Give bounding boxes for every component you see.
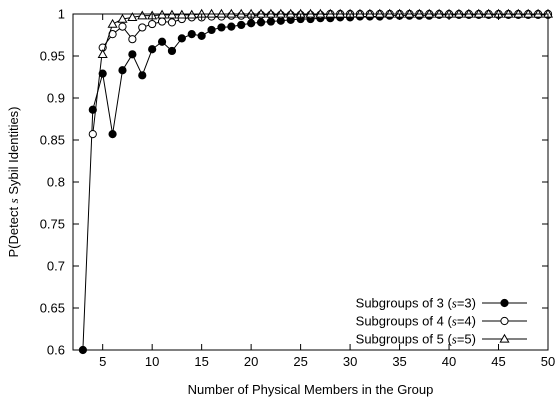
data-point [98, 69, 107, 78]
data-point [227, 22, 236, 31]
data-point [118, 66, 127, 75]
y-axis-title: P(Detect s Sybil Identities) [6, 106, 21, 257]
y-tick-label: 0.7 [47, 259, 65, 274]
data-point [256, 18, 266, 27]
data-point [473, 8, 484, 18]
data-point [137, 10, 148, 20]
data-point [148, 19, 157, 29]
x-tick-label: 15 [194, 354, 208, 369]
x-tick-label: 40 [442, 354, 456, 369]
data-point [315, 8, 326, 18]
series-2 [88, 9, 553, 139]
data-point [247, 19, 256, 28]
data-point [206, 8, 217, 18]
data-point [207, 25, 216, 35]
y-tick-label: 0.65 [40, 301, 65, 316]
legend-marker [500, 316, 509, 326]
legend-label: Subgroups of 3 (s=3) [356, 296, 476, 311]
data-point [177, 34, 186, 43]
data-point [374, 8, 385, 18]
data-point [503, 8, 514, 18]
data-point [236, 8, 247, 18]
data-point [88, 105, 97, 114]
data-point [384, 8, 395, 18]
data-point [453, 8, 464, 18]
data-point [513, 8, 524, 18]
data-point [167, 18, 177, 27]
plot-area [78, 8, 554, 355]
series-1 [78, 10, 553, 355]
legend-marker [500, 298, 509, 308]
data-point [266, 17, 276, 26]
data-point [118, 22, 127, 31]
data-point [265, 8, 276, 18]
x-tick-label: 25 [293, 354, 307, 369]
x-tick-label: 35 [392, 354, 406, 369]
data-point [275, 8, 286, 18]
y-tick-label: 0.9 [47, 91, 65, 106]
series-line [92, 13, 548, 135]
data-point [107, 18, 118, 28]
x-tick-label: 10 [145, 354, 159, 369]
data-point [226, 8, 237, 18]
data-point [167, 46, 177, 56]
data-point [237, 20, 246, 30]
series-line [82, 14, 548, 351]
data-point [157, 17, 167, 26]
data-point [434, 8, 445, 18]
data-point [285, 8, 296, 18]
x-tick-label: 45 [491, 354, 505, 369]
data-point [216, 8, 227, 18]
x-axis-title: Number of Physical Members in the Group [188, 382, 434, 397]
data-point [305, 8, 316, 18]
y-tick-label: 0.75 [40, 217, 65, 232]
data-point [335, 8, 346, 18]
y-tick-label: 0.8 [47, 175, 65, 190]
y-tick-label: 1 [58, 7, 65, 22]
data-point [364, 8, 375, 18]
data-point [108, 130, 117, 139]
data-point [533, 8, 544, 18]
data-point [424, 8, 435, 18]
data-point [157, 37, 167, 46]
data-point [197, 31, 206, 40]
data-point [138, 23, 147, 32]
x-tick-label: 50 [541, 354, 555, 369]
data-point [128, 50, 137, 59]
data-point [138, 71, 147, 80]
legend-marker [499, 333, 510, 343]
data-point [187, 30, 196, 39]
data-point [148, 45, 157, 54]
series-3 [97, 8, 554, 58]
data-point [127, 12, 138, 22]
legend-label: Subgroups of 4 (s=4) [356, 314, 476, 329]
y-tick-label: 0.85 [40, 133, 65, 148]
y-tick-label: 0.6 [47, 343, 65, 358]
axes: 5 10 15 20 25 30 35 40 45 50 0.6 0.65 0.7 0.75 0.8 0.85… [40, 7, 556, 370]
data-point [97, 49, 108, 58]
data-point [217, 23, 226, 32]
data-point [463, 8, 474, 18]
legend-label: Subgroups of 5 (s=5) [356, 332, 476, 347]
data-point [404, 8, 415, 18]
x-tick-label: 30 [343, 354, 357, 369]
data-point [523, 8, 534, 18]
data-point [483, 8, 494, 18]
legend: Subgroups of 3 (s=3) Subgroups of 4 (s=4)… [356, 296, 527, 347]
data-point [354, 8, 366, 18]
x-tick-label: 5 [99, 354, 106, 369]
data-point [117, 13, 128, 23]
x-tick-label: 20 [244, 354, 258, 369]
y-tick-label: 0.95 [40, 49, 65, 64]
data-point [414, 8, 425, 18]
data-point [128, 35, 137, 44]
data-point [255, 8, 267, 18]
data-point [88, 130, 97, 139]
data-point [325, 8, 336, 18]
plot-frame [72, 13, 549, 351]
